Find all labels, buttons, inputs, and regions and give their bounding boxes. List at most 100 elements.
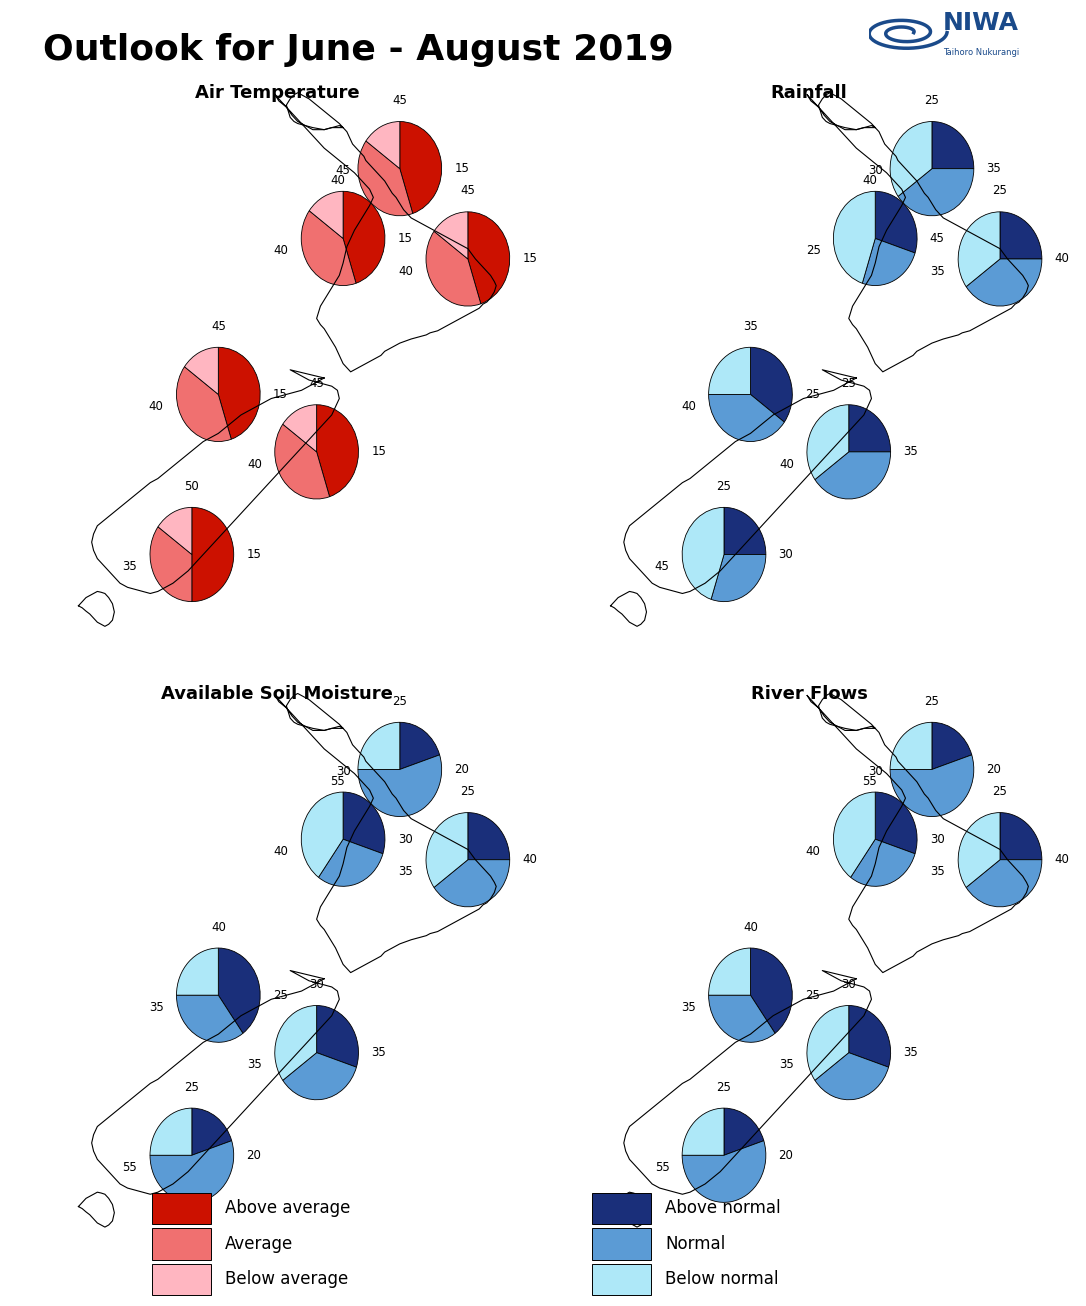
Text: 35: 35 — [931, 866, 946, 879]
Text: 30: 30 — [336, 765, 351, 777]
Text: 40: 40 — [211, 921, 226, 934]
Text: Taihoro Nukurangi: Taihoro Nukurangi — [943, 48, 1020, 56]
Text: 40: 40 — [149, 400, 164, 413]
Text: 30: 30 — [868, 165, 883, 176]
Wedge shape — [833, 191, 875, 283]
Wedge shape — [833, 791, 875, 878]
Text: Below average: Below average — [226, 1271, 349, 1289]
Wedge shape — [426, 812, 468, 887]
Wedge shape — [967, 259, 1041, 306]
Text: 25: 25 — [993, 785, 1008, 798]
Wedge shape — [891, 722, 932, 769]
Text: 15: 15 — [371, 445, 387, 458]
Text: NIWA: NIWA — [943, 12, 1019, 35]
Wedge shape — [275, 424, 329, 499]
Text: Above normal: Above normal — [665, 1199, 781, 1217]
Text: 20: 20 — [454, 763, 469, 776]
Wedge shape — [807, 1006, 849, 1080]
Text: Normal: Normal — [665, 1235, 725, 1252]
Text: 35: 35 — [149, 1000, 164, 1013]
Wedge shape — [807, 405, 849, 479]
Wedge shape — [814, 1053, 888, 1100]
Bar — [592, 1264, 651, 1296]
Bar — [152, 1229, 211, 1259]
Text: 30: 30 — [842, 978, 856, 991]
Wedge shape — [218, 347, 261, 439]
Text: 45: 45 — [460, 184, 476, 197]
Wedge shape — [958, 212, 1000, 286]
Text: 40: 40 — [399, 265, 414, 278]
Wedge shape — [932, 722, 972, 769]
Wedge shape — [150, 1107, 192, 1156]
Text: 15: 15 — [273, 388, 288, 401]
Text: Above average: Above average — [226, 1199, 351, 1217]
Text: 40: 40 — [248, 457, 262, 470]
Text: 25: 25 — [805, 388, 820, 401]
Text: 35: 35 — [371, 1046, 386, 1059]
Text: 20: 20 — [986, 763, 1001, 776]
Wedge shape — [1000, 212, 1041, 259]
Wedge shape — [1000, 812, 1041, 859]
Wedge shape — [682, 1107, 724, 1156]
Text: 30: 30 — [397, 833, 413, 846]
Wedge shape — [875, 191, 917, 253]
Wedge shape — [301, 791, 343, 878]
Text: 35: 35 — [931, 265, 946, 278]
Wedge shape — [468, 812, 509, 859]
Text: 30: 30 — [779, 549, 794, 562]
Text: 55: 55 — [655, 1161, 669, 1174]
Text: 40: 40 — [1055, 252, 1070, 265]
Text: 30: 30 — [930, 833, 945, 846]
Text: 40: 40 — [862, 175, 877, 187]
Text: 50: 50 — [185, 481, 199, 492]
Wedge shape — [932, 121, 974, 168]
Text: 25: 25 — [717, 481, 732, 492]
Wedge shape — [318, 840, 383, 887]
Wedge shape — [750, 347, 793, 422]
Text: 45: 45 — [392, 94, 407, 107]
Text: Available Soil Moisture: Available Soil Moisture — [161, 684, 393, 703]
Bar — [152, 1264, 211, 1296]
Text: 40: 40 — [330, 175, 345, 187]
Text: 15: 15 — [454, 162, 469, 175]
Text: 35: 35 — [986, 162, 1001, 175]
Text: 25: 25 — [717, 1081, 732, 1093]
Text: 35: 35 — [743, 320, 758, 333]
Text: Average: Average — [226, 1235, 293, 1252]
Bar — [592, 1229, 651, 1259]
Wedge shape — [891, 755, 974, 816]
Text: Outlook for June - August 2019: Outlook for June - August 2019 — [43, 33, 674, 67]
Text: 25: 25 — [924, 94, 939, 107]
Wedge shape — [711, 555, 766, 602]
Text: 35: 35 — [399, 866, 414, 879]
Text: 45: 45 — [655, 560, 669, 573]
Text: 40: 40 — [522, 853, 538, 866]
Text: 25: 25 — [842, 377, 856, 390]
Wedge shape — [176, 948, 218, 995]
Text: 40: 40 — [780, 457, 794, 470]
Wedge shape — [682, 507, 724, 599]
Text: 35: 35 — [904, 1046, 918, 1059]
Wedge shape — [282, 405, 317, 452]
Text: 40: 40 — [274, 845, 289, 858]
Wedge shape — [343, 791, 384, 854]
Text: 55: 55 — [330, 776, 345, 788]
Text: 15: 15 — [247, 549, 262, 562]
Wedge shape — [275, 1006, 317, 1080]
Text: 55: 55 — [862, 776, 877, 788]
Wedge shape — [343, 191, 384, 283]
Wedge shape — [301, 210, 356, 286]
Wedge shape — [282, 1053, 356, 1100]
Text: 35: 35 — [681, 1000, 696, 1013]
Text: 15: 15 — [397, 232, 413, 246]
Wedge shape — [358, 755, 442, 816]
Wedge shape — [426, 231, 481, 306]
Wedge shape — [862, 239, 915, 286]
Text: 35: 35 — [123, 560, 137, 573]
Wedge shape — [434, 859, 509, 906]
Wedge shape — [750, 948, 793, 1033]
Wedge shape — [317, 405, 358, 496]
Wedge shape — [468, 212, 509, 304]
Wedge shape — [310, 191, 343, 239]
Wedge shape — [400, 722, 440, 769]
